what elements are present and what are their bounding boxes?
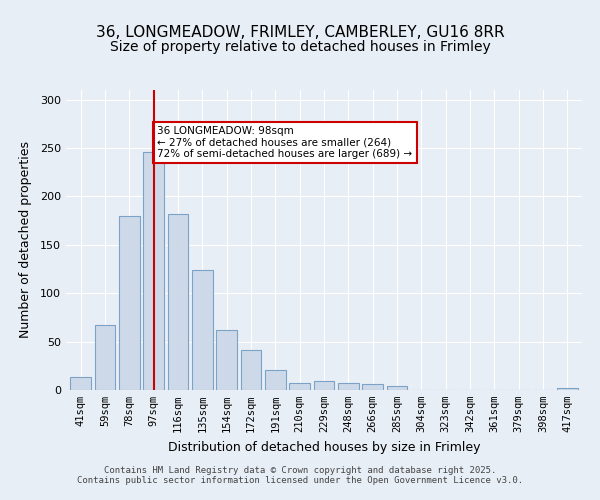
- Bar: [95, 325, 115, 390]
- Bar: [241, 350, 262, 390]
- Bar: [192, 270, 212, 390]
- Bar: [167, 214, 188, 390]
- Text: Size of property relative to detached houses in Frimley: Size of property relative to detached ho…: [110, 40, 490, 54]
- Bar: [143, 152, 164, 390]
- Text: 36 LONGMEADOW: 98sqm
← 27% of detached houses are smaller (264)
72% of semi-deta: 36 LONGMEADOW: 98sqm ← 27% of detached h…: [157, 126, 412, 159]
- X-axis label: Distribution of detached houses by size in Frimley: Distribution of detached houses by size …: [168, 440, 480, 454]
- Y-axis label: Number of detached properties: Number of detached properties: [19, 142, 32, 338]
- Bar: [70, 378, 91, 390]
- Text: 36, LONGMEADOW, FRIMLEY, CAMBERLEY, GU16 8RR: 36, LONGMEADOW, FRIMLEY, CAMBERLEY, GU16…: [95, 25, 505, 40]
- Bar: [289, 383, 310, 390]
- Bar: [216, 330, 237, 390]
- Bar: [338, 383, 359, 390]
- Bar: [119, 216, 140, 390]
- Bar: [314, 382, 334, 390]
- Bar: [386, 386, 407, 390]
- Text: Contains HM Land Registry data © Crown copyright and database right 2025.
Contai: Contains HM Land Registry data © Crown c…: [77, 466, 523, 485]
- Bar: [265, 370, 286, 390]
- Bar: [362, 384, 383, 390]
- Bar: [557, 388, 578, 390]
